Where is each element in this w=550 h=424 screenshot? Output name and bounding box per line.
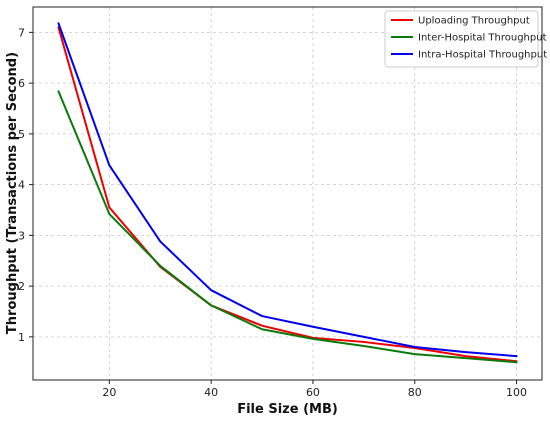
y-tick-label: 1 <box>18 331 25 344</box>
legend: Uploading Throughput Inter-Hospital Throu… <box>384 10 547 68</box>
series-lines <box>57 22 518 364</box>
y-tick-label: 7 <box>18 26 25 39</box>
x-tick-label: 40 <box>204 386 218 399</box>
y-tick-label: 5 <box>18 128 25 141</box>
x-tick-label: 60 <box>306 386 320 399</box>
legend-label-2: Inter-Hospital Throughput <box>418 33 547 44</box>
ticks: 20 40 60 80 100 1 2 3 4 5 6 7 <box>18 26 527 399</box>
x-tick-label: 20 <box>102 386 116 399</box>
series-line-1 <box>57 26 518 363</box>
series-line-3 <box>57 22 518 358</box>
legend-label-1: Uploading Throughput <box>418 16 530 27</box>
y-tick-label: 6 <box>18 77 25 90</box>
legend-box <box>384 10 539 68</box>
y-tick-label: 3 <box>18 229 25 242</box>
legend-label-3: Intra-Hospital Throughput <box>418 50 547 61</box>
x-tick-label: 100 <box>506 386 527 399</box>
x-axis-title: File Size (MB) <box>237 402 338 417</box>
y-axis-title: Throughput (Transactions per Second) <box>5 52 20 334</box>
grid <box>33 7 542 380</box>
plot-frame <box>32 6 543 381</box>
x-tick-label: 80 <box>408 386 422 399</box>
y-tick-label: 2 <box>18 280 25 293</box>
y-tick-label: 4 <box>18 179 25 192</box>
series-line-2 <box>57 90 518 364</box>
